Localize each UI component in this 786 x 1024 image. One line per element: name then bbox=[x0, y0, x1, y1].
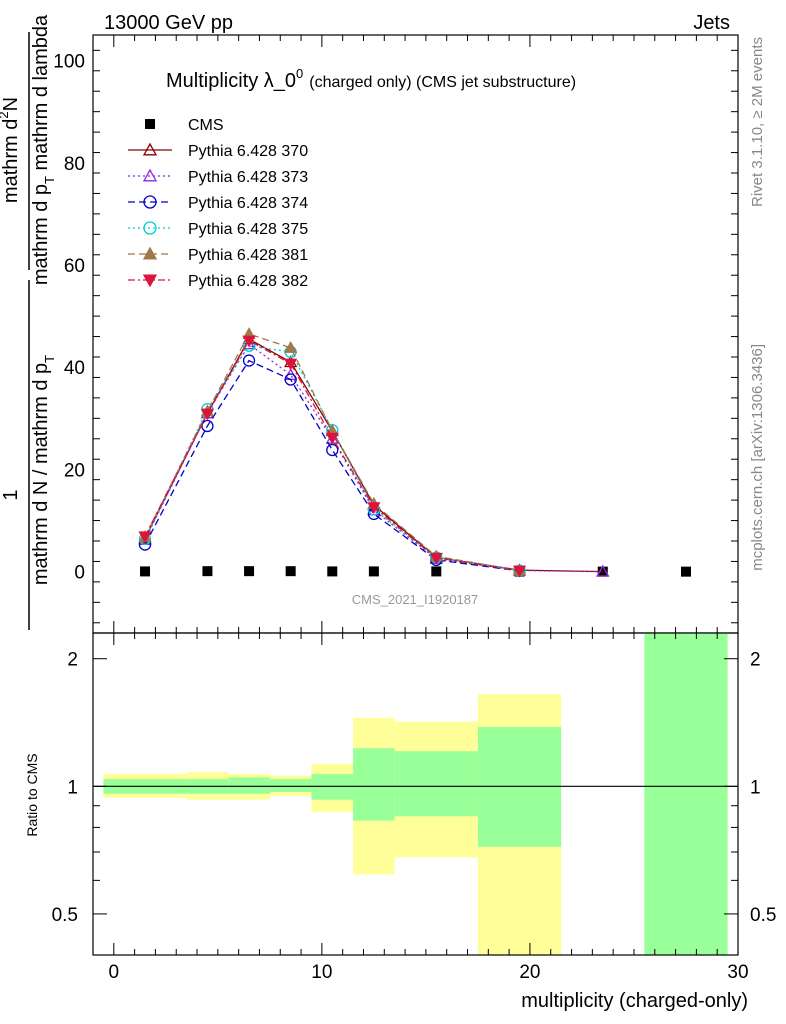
legend-marker bbox=[143, 221, 157, 235]
data-point bbox=[242, 335, 256, 348]
legend-entry: Pythia 6.428 382 bbox=[128, 273, 308, 290]
data-point bbox=[200, 408, 215, 421]
main-title-sup: 0 bbox=[296, 66, 303, 81]
legend-marker bbox=[143, 195, 157, 209]
series-1 bbox=[138, 332, 610, 577]
legend-label: Pythia 6.428 370 bbox=[188, 143, 308, 160]
x-tick-label: 30 bbox=[727, 962, 748, 983]
y-axis-label-main: mathrm d2N mathrm d pT mathrm d lambda 1… bbox=[0, 14, 57, 630]
series-line bbox=[144, 359, 520, 572]
y-tick-label: 60 bbox=[64, 256, 85, 277]
ratio-panel: 0 10 20 30 0.5 0.5 1 1 2 2 bbox=[52, 35, 776, 983]
rivet-label: Rivet 3.1.10, ≥ 2M events bbox=[749, 37, 766, 207]
legend-entry: Pythia 6.428 370 bbox=[128, 142, 308, 160]
legend-label: Pythia 6.428 381 bbox=[188, 247, 308, 264]
main-title-suffix: (charged only) (CMS jet substructure) bbox=[309, 74, 576, 91]
data-point bbox=[284, 340, 298, 353]
header-right: Jets bbox=[693, 12, 730, 34]
ylabel-numerator: mathrm d2N bbox=[0, 97, 22, 203]
ratio-band-green bbox=[394, 751, 478, 817]
ratio-band-green bbox=[353, 748, 395, 821]
series-line bbox=[144, 333, 520, 572]
ylabel-denominator: mathrm d pT mathrm d lambda bbox=[30, 14, 57, 285]
data-point bbox=[367, 502, 381, 515]
legend-marker bbox=[145, 119, 155, 129]
x-tick-label: 20 bbox=[519, 962, 540, 983]
data-point bbox=[680, 566, 691, 577]
data-point bbox=[431, 566, 442, 577]
data-point bbox=[202, 566, 213, 577]
data-point bbox=[429, 552, 443, 565]
main-title-text: Multiplicity λ_0 bbox=[166, 70, 296, 92]
series-6 bbox=[138, 335, 527, 578]
main-panel: 0 20 40 60 80 100 CMS Pythia 6.428 370 Pythia 6.… bbox=[53, 34, 739, 634]
x-tick-label: 0 bbox=[109, 962, 120, 983]
data-point bbox=[326, 443, 339, 457]
legend-marker bbox=[142, 246, 158, 260]
series-2 bbox=[138, 337, 610, 577]
legend-marker bbox=[142, 274, 158, 288]
data-point bbox=[285, 566, 296, 577]
data-point bbox=[242, 337, 256, 350]
header-left: 13000 GeV pp bbox=[104, 12, 233, 34]
ratio-band-green bbox=[228, 777, 270, 794]
legend-label: Pythia 6.428 382 bbox=[188, 273, 308, 290]
legend-marker bbox=[142, 168, 158, 182]
y-tick-label: 0 bbox=[74, 563, 85, 584]
data-point bbox=[327, 566, 338, 577]
data-point bbox=[138, 531, 152, 544]
data-point bbox=[242, 354, 256, 367]
data-point bbox=[244, 566, 255, 577]
legend: CMS Pythia 6.428 370 Pythia 6.428 373 Pythi… bbox=[128, 117, 308, 290]
legend-label: CMS bbox=[188, 117, 224, 134]
series-line bbox=[144, 339, 520, 572]
x-axis-label: multiplicity (charged-only) bbox=[521, 990, 748, 1012]
ratio-y-tick-label: 1 bbox=[67, 777, 78, 798]
legend-entry: Pythia 6.428 373 bbox=[128, 168, 308, 186]
ylabel-prefactor-num: 1 bbox=[0, 489, 22, 500]
y-tick-label: 20 bbox=[64, 460, 85, 481]
series-line bbox=[144, 345, 520, 572]
series-5 bbox=[138, 327, 527, 576]
legend-label: Pythia 6.428 373 bbox=[188, 169, 308, 186]
y-tick-label: 80 bbox=[64, 154, 85, 175]
series-4 bbox=[138, 339, 526, 577]
legend-entry: CMS bbox=[145, 117, 224, 134]
legend-marker bbox=[142, 142, 158, 156]
data-point bbox=[325, 432, 339, 445]
ratio-y-tick-label: 2 bbox=[67, 650, 78, 671]
legend-entry: Pythia 6.428 381 bbox=[128, 246, 308, 264]
legend-label: Pythia 6.428 374 bbox=[188, 195, 308, 212]
legend-label: Pythia 6.428 375 bbox=[188, 221, 308, 238]
data-point bbox=[284, 358, 298, 371]
mcplots-label: mcplots.cern.ch [arXiv:1306.3436] bbox=[749, 344, 766, 571]
watermark: CMS_2021_I1920187 bbox=[352, 592, 479, 607]
ratio-y-tick-label: 0.5 bbox=[52, 905, 78, 926]
ratio-y-label: Ratio to CMS bbox=[24, 753, 40, 836]
legend-entry: Pythia 6.428 375 bbox=[128, 221, 308, 238]
legend-entry: Pythia 6.428 374 bbox=[128, 195, 308, 212]
ratio-band-green bbox=[269, 779, 312, 792]
ratio-y-tick-label-right: 2 bbox=[750, 650, 761, 671]
series-3 bbox=[138, 354, 526, 578]
data-point bbox=[140, 566, 151, 577]
series-line bbox=[144, 343, 603, 573]
ratio-band-green bbox=[644, 633, 728, 955]
x-tick-label: 10 bbox=[311, 962, 332, 983]
ratio-y-tick-label-right: 0.5 bbox=[750, 905, 776, 926]
y-tick-label: 100 bbox=[53, 52, 85, 73]
data-point bbox=[284, 373, 297, 386]
data-point bbox=[512, 565, 527, 578]
data-point bbox=[596, 564, 610, 577]
data-point bbox=[368, 566, 379, 577]
main-title: Multiplicity λ_00 (charged only) (CMS jet… bbox=[166, 66, 576, 92]
ylabel-prefactor-den: mathrm d N / mathrm d pT bbox=[30, 355, 57, 585]
ratio-y-tick-label-right: 1 bbox=[750, 777, 761, 798]
ratio-frame bbox=[92, 632, 739, 956]
series-line bbox=[144, 338, 603, 573]
y-tick-label: 40 bbox=[64, 358, 85, 379]
